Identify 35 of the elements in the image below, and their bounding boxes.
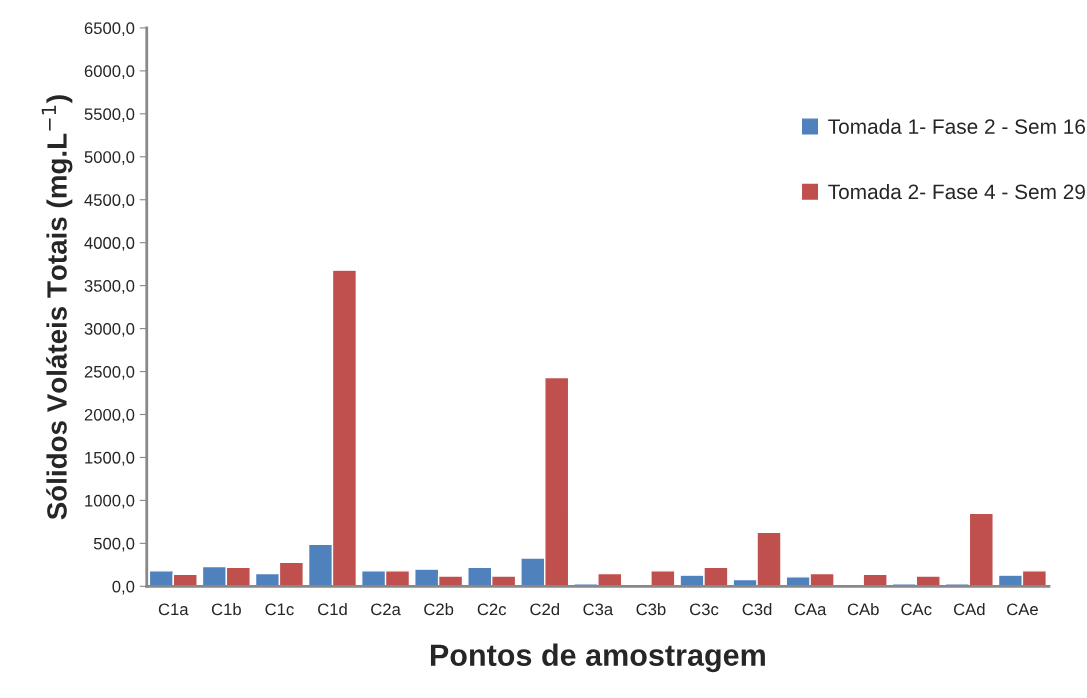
legend-label: Tomada 1- Fase 2 - Sem 16: [828, 118, 1086, 134]
x-tick-label: C1c: [265, 603, 294, 616]
x-tick-label: CAa: [794, 603, 827, 616]
y-axis-title: Sólidos Voláteis Totais (mg.L$^{−1}$): [41, 95, 73, 520]
legend-label: Tomada 2- Fase 4 - Sem 29: [828, 183, 1085, 200]
y-tick-label: 5000,0: [84, 151, 135, 165]
y-tick-label: 1500,0: [85, 451, 135, 466]
y-tick-label: 3500,0: [84, 280, 135, 294]
x-tick-label: C3c: [690, 603, 719, 616]
x-tick-label: C3b: [636, 602, 666, 616]
y-tick-label: 500,0: [93, 537, 135, 552]
x-tick-label: C2b: [424, 602, 454, 616]
y-tick-label: 6000,0: [84, 65, 135, 80]
x-tick-label: CAe: [1007, 603, 1038, 616]
y-tick-label: 1000,0: [85, 494, 135, 509]
x-tick-label: C3a: [583, 603, 614, 616]
x-tick-label: CAd: [953, 602, 985, 616]
x-tick-label: C3d: [742, 602, 772, 616]
y-tick-label: 3000,0: [84, 323, 135, 337]
y-tick-label: 4500,0: [84, 194, 135, 208]
y-tick-label: 2500,0: [84, 365, 135, 380]
y-tick-label: 5500,0: [84, 108, 135, 122]
x-tick-label: C1d: [318, 602, 347, 616]
y-tick-label: 4000,0: [84, 237, 135, 251]
x-tick-label: C2c: [477, 603, 507, 616]
x-tick-label: CAc: [901, 603, 932, 616]
x-tick-label: C2d: [530, 602, 559, 616]
x-tick-label: C1b: [211, 602, 241, 616]
x-axis-title: Pontos de amostragem: [430, 643, 765, 673]
x-tick-label: C1a: [158, 603, 189, 616]
y-tick-label: 6500,0: [84, 22, 135, 37]
y-tick-label: 0,0: [112, 580, 135, 595]
y-tick-label: 2000,0: [84, 408, 135, 423]
x-tick-label: CAb: [847, 602, 879, 616]
x-tick-label: C2a: [371, 603, 401, 616]
